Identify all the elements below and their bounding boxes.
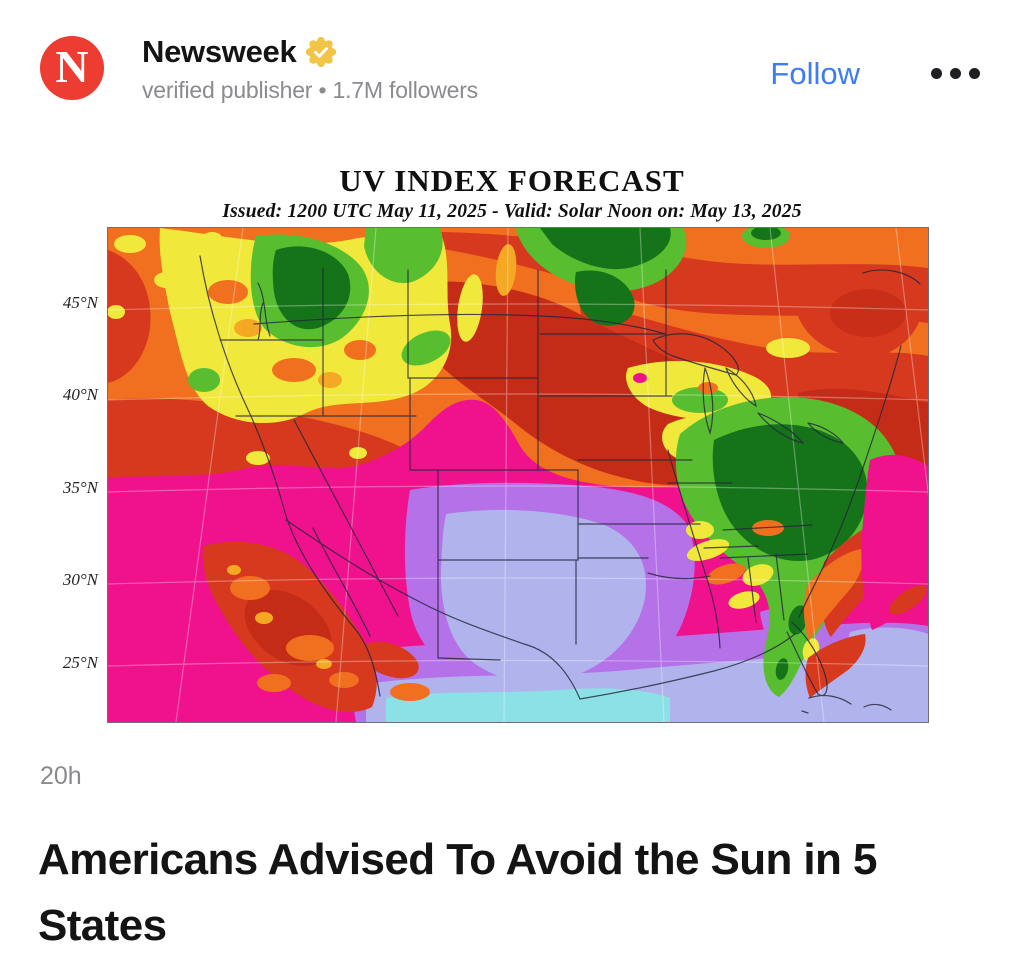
map-title: UV INDEX FORECAST <box>339 163 685 198</box>
publisher-meta: verified publisher • 1.7M followers <box>142 77 478 103</box>
post-header: N Newsweek verified publisher • 1.7M fol… <box>40 34 984 114</box>
publisher-logo-letter: N <box>55 41 89 92</box>
state-border-lines <box>199 255 921 714</box>
uv-map-canvas <box>108 228 928 722</box>
post-timestamp: 20h <box>40 762 82 790</box>
lat-label-35n: 35°N <box>62 478 98 497</box>
uv-index-map <box>107 227 929 723</box>
publisher-name[interactable]: Newsweek <box>142 34 297 69</box>
ellipsis-icon <box>931 68 942 79</box>
follow-button[interactable]: Follow <box>770 56 860 91</box>
lat-label-45n: 45°N <box>62 293 98 312</box>
publisher-avatar[interactable]: N <box>40 36 104 100</box>
map-subtitle: Issued: 1200 UTC May 11, 2025 - Valid: S… <box>222 201 802 222</box>
lat-label-30n: 30°N <box>62 570 98 589</box>
verified-badge-icon <box>306 37 337 67</box>
more-options-button[interactable] <box>927 64 984 83</box>
lat-label-40n: 40°N <box>62 385 98 404</box>
lat-label-25n: 25°N <box>62 653 98 672</box>
publisher-block: Newsweek verified publisher • 1.7M follo… <box>142 34 478 104</box>
post-headline[interactable]: Americans Advised To Avoid the Sun in 5 … <box>38 835 877 950</box>
graticule-lines <box>108 228 928 722</box>
